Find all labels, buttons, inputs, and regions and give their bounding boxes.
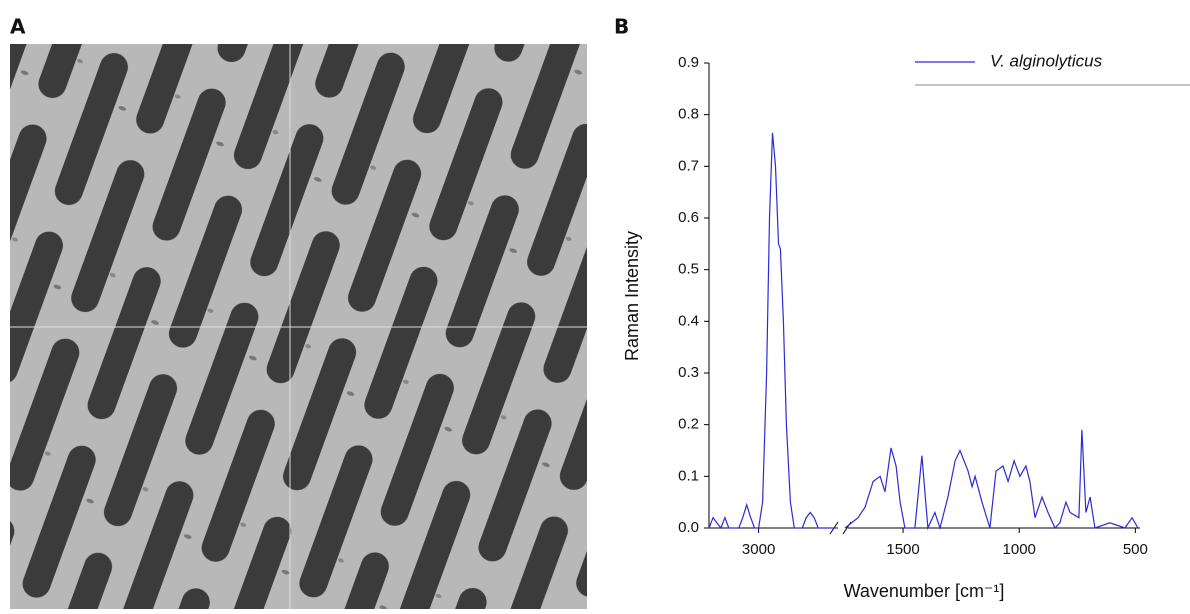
y-tick-label: 0.5 bbox=[678, 261, 699, 278]
panel-label: A bbox=[10, 15, 26, 39]
x-tick-label: 1500 bbox=[886, 541, 919, 558]
y-tick-label: 0.4 bbox=[678, 312, 699, 329]
x-tick-label: 1000 bbox=[1003, 541, 1036, 558]
y-axis-label: Raman Intensity bbox=[622, 231, 642, 361]
x-axis-label: Wavenumber [cm⁻¹] bbox=[844, 581, 1005, 601]
y-tick-label: 0.9 bbox=[678, 54, 699, 71]
y-tick-label: 0.1 bbox=[678, 467, 699, 484]
x-tick-label: 500 bbox=[1123, 541, 1148, 558]
y-tick-label: 0.8 bbox=[678, 106, 699, 123]
y-tick-label: 0.3 bbox=[678, 364, 699, 381]
legend-label: V. alginolyticus bbox=[990, 51, 1103, 70]
spectrum-line bbox=[708, 132, 1139, 531]
y-tick-label: 0.6 bbox=[678, 209, 699, 226]
y-tick-label: 0.2 bbox=[678, 416, 699, 433]
y-tick-label: 0.0 bbox=[678, 519, 699, 536]
y-tick-label: 0.7 bbox=[678, 157, 699, 174]
panel-label: B bbox=[614, 15, 629, 39]
x-tick-label: 3000 bbox=[742, 541, 775, 558]
